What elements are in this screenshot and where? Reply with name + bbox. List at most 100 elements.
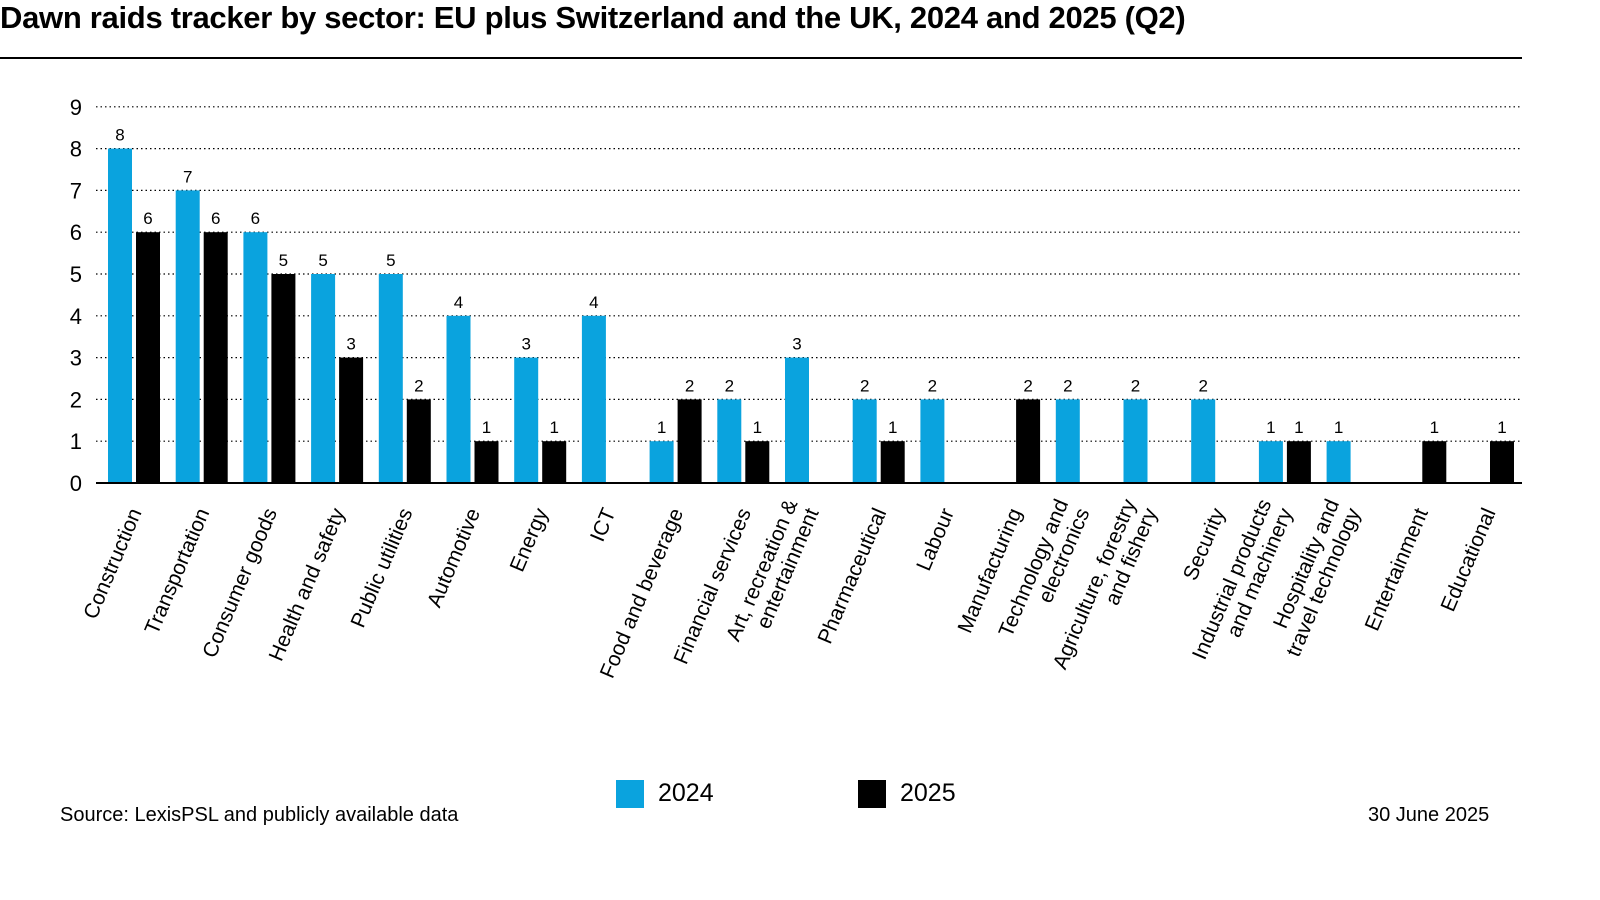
- x-tick-label: Entertainment: [1361, 505, 1433, 634]
- data-label-2025: 6: [211, 209, 220, 228]
- bar-2024: [581, 315, 606, 483]
- x-tick-label: Consumer goods: [198, 505, 282, 661]
- bar-2024: [1258, 441, 1283, 483]
- bar-2024: [717, 399, 742, 483]
- legend-label-2025: 2025: [900, 779, 956, 807]
- data-label-2024: 6: [251, 209, 260, 228]
- data-label-2025: 2: [414, 376, 423, 395]
- data-label-2025: 1: [1430, 418, 1439, 437]
- data-label-2025: 6: [143, 209, 152, 228]
- bar-2024: [311, 274, 336, 483]
- bar-2025: [677, 399, 702, 483]
- bar-2024: [785, 357, 809, 483]
- x-tick-label: Public utilities: [347, 505, 418, 631]
- bar-2024: [378, 274, 403, 483]
- title-rule: [0, 57, 1522, 59]
- bar-2025: [745, 441, 770, 483]
- data-label-2024: 1: [657, 418, 666, 437]
- bars: [108, 148, 1514, 483]
- bar-2025: [474, 441, 499, 483]
- bar-2024: [1055, 399, 1080, 483]
- bar-2024: [108, 148, 132, 483]
- bar-2025: [271, 274, 296, 483]
- date-note: 30 June 2025: [1368, 804, 1490, 826]
- chart-title: Dawn raids tracker by sector: EU plus Sw…: [0, 0, 1186, 35]
- bar-2025: [1490, 441, 1514, 483]
- y-tick-label: 7: [70, 178, 82, 203]
- bar-2024: [175, 190, 200, 483]
- bar-2024: [1191, 399, 1216, 483]
- data-label-2024: 2: [725, 376, 734, 395]
- data-label-2025: 5: [279, 251, 288, 270]
- bar-2024: [1123, 399, 1148, 483]
- data-label-2024: 5: [386, 251, 395, 270]
- data-label-2024: 2: [928, 376, 937, 395]
- y-tick-label: 0: [70, 471, 82, 496]
- data-label-2024: 2: [1198, 376, 1207, 395]
- data-label-2024: 4: [454, 293, 463, 312]
- bar-2024: [852, 399, 877, 483]
- data-label-2024: 3: [792, 335, 801, 354]
- y-tick-label: 6: [70, 220, 82, 245]
- y-tick-label: 4: [70, 304, 82, 329]
- data-label-2025: 3: [346, 335, 355, 354]
- x-tick-label: Energy: [506, 505, 553, 576]
- data-label-2025: 1: [549, 418, 558, 437]
- data-label-2025: 1: [482, 418, 491, 437]
- data-label-2025: 1: [753, 418, 762, 437]
- data-label-2024: 7: [183, 167, 192, 186]
- x-tick-label: Educational: [1437, 505, 1501, 615]
- bar-2025: [203, 232, 228, 483]
- bar-2025: [542, 441, 567, 483]
- x-tick-label: Automotive: [423, 505, 485, 611]
- data-label-2024: 2: [1131, 376, 1140, 395]
- bar-2025: [1422, 441, 1447, 483]
- legend-swatch-2024: [616, 780, 644, 808]
- bar-2025: [1016, 399, 1041, 483]
- data-label-2024: 2: [860, 376, 869, 395]
- bar-2025: [406, 399, 431, 483]
- y-tick-label: 5: [70, 262, 82, 287]
- data-label-2025: 1: [1497, 418, 1506, 437]
- x-tick-label: Pharmaceutical: [814, 505, 892, 647]
- legend-swatch-2025: [858, 780, 886, 808]
- bar-2024: [649, 441, 674, 483]
- y-tick-label: 8: [70, 137, 82, 162]
- data-label-2025: 2: [1023, 376, 1032, 395]
- data-label-2024: 5: [318, 251, 327, 270]
- gridlines: [96, 106, 1522, 442]
- bar-2025: [136, 232, 160, 483]
- x-tick-label: Construction: [79, 505, 146, 623]
- source-note: Source: LexisPSL and publicly available …: [60, 804, 459, 826]
- data-label-2024: 2: [1063, 376, 1072, 395]
- legend-label-2024: 2024: [658, 779, 714, 807]
- data-label-2025: 1: [1294, 418, 1303, 437]
- bar-2024: [243, 232, 268, 483]
- bar-2024: [920, 399, 945, 483]
- bar-2024: [446, 315, 471, 483]
- x-tick-label: Transportation: [141, 505, 215, 638]
- bar-2024: [1326, 441, 1351, 483]
- data-label-2024: 1: [1334, 418, 1343, 437]
- y-axis-ticks: 0 1 2 3 4 5 6 7 8 9: [70, 95, 82, 496]
- x-tick-label: ICT: [586, 505, 620, 545]
- y-tick-label: 3: [70, 346, 82, 371]
- bar-2025: [1286, 441, 1311, 483]
- data-label-2024: 3: [521, 335, 530, 354]
- bar-2025: [339, 357, 364, 483]
- y-tick-label: 2: [70, 387, 82, 412]
- y-tick-label: 1: [70, 429, 82, 454]
- data-label-2024: 4: [589, 293, 598, 312]
- y-tick-label: 9: [70, 95, 82, 120]
- data-label-2024: 1: [1266, 418, 1275, 437]
- x-tick-label: Health and safety: [265, 505, 350, 665]
- bar-2025: [880, 441, 905, 483]
- bar-2024: [514, 357, 539, 483]
- x-tick-label: Labour: [912, 505, 959, 574]
- data-label-2025: 1: [888, 418, 897, 437]
- data-label-2025: 2: [685, 376, 694, 395]
- data-label-2024: 8: [115, 126, 124, 145]
